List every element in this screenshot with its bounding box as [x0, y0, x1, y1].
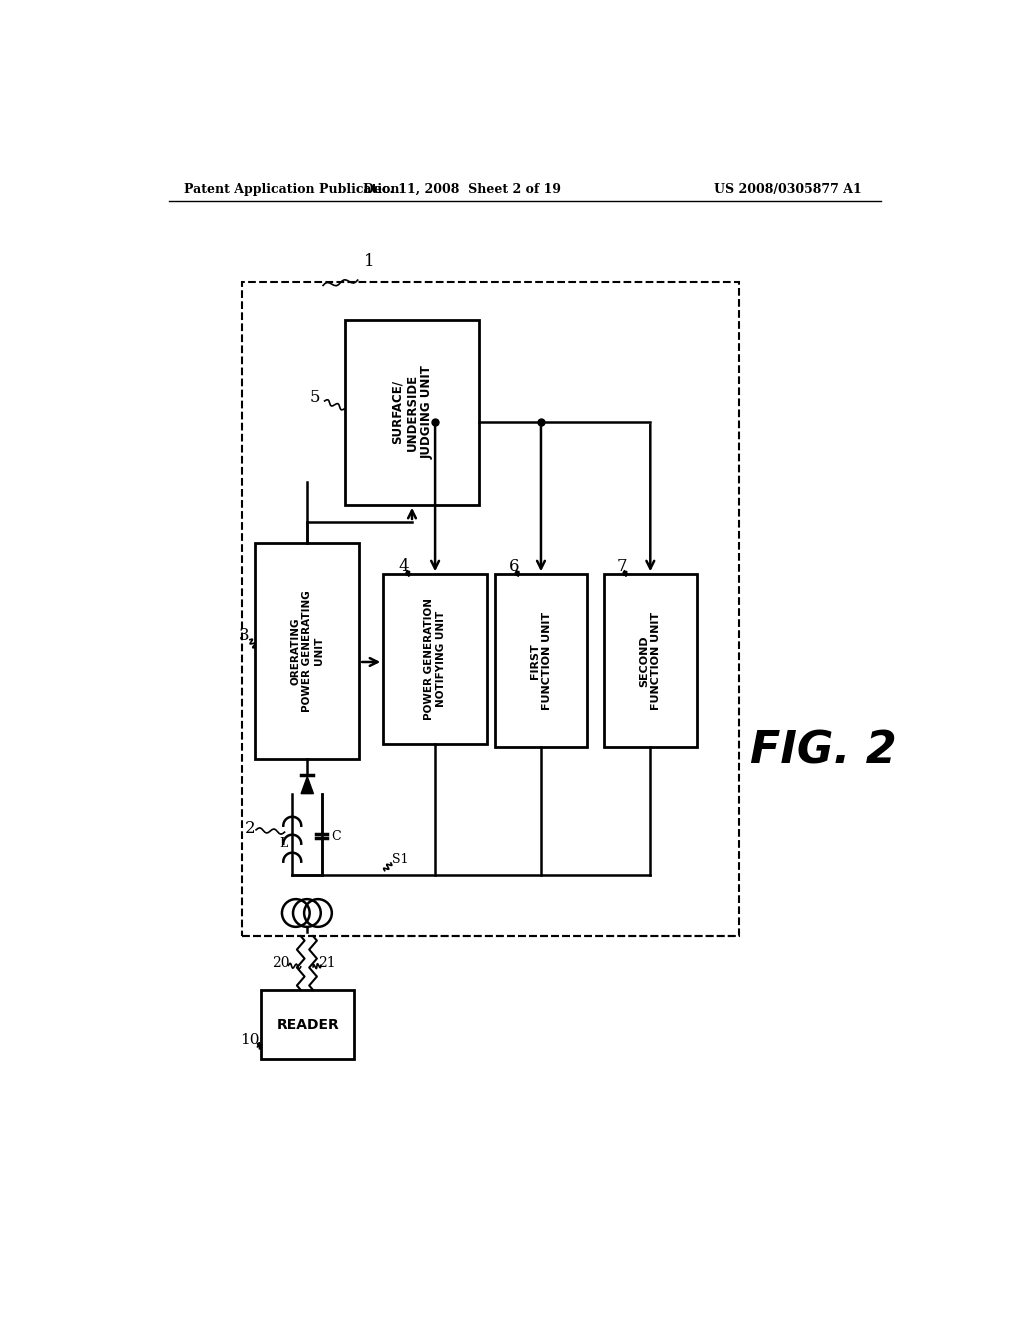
Text: READER: READER [276, 1018, 339, 1032]
Text: 3: 3 [240, 627, 250, 644]
Text: Dec. 11, 2008  Sheet 2 of 19: Dec. 11, 2008 Sheet 2 of 19 [362, 182, 561, 195]
Text: C: C [331, 829, 340, 842]
Text: L: L [279, 837, 287, 850]
Bar [345, 321, 479, 506]
Text: US 2008/0305877 A1: US 2008/0305877 A1 [715, 182, 862, 195]
Bar [255, 544, 359, 759]
Bar [604, 574, 696, 747]
Text: 5: 5 [310, 388, 321, 405]
Text: S1: S1 [392, 853, 409, 866]
Text: 6: 6 [509, 558, 519, 576]
Text: 20: 20 [272, 956, 290, 970]
Text: Patent Application Publication: Patent Application Publication [184, 182, 400, 195]
Bar [495, 574, 587, 747]
Text: FIG. 2: FIG. 2 [751, 730, 897, 772]
Polygon shape [301, 776, 313, 793]
Text: 1: 1 [364, 253, 375, 271]
Bar [243, 281, 739, 936]
Text: 21: 21 [318, 956, 336, 970]
Text: FIRST
FUNCTION UNIT: FIRST FUNCTION UNIT [530, 611, 552, 710]
Text: 4: 4 [398, 558, 410, 576]
Text: SURFACE/
UNDERSIDE
JUDGING UNIT: SURFACE/ UNDERSIDE JUDGING UNIT [390, 366, 433, 459]
Text: 2: 2 [245, 820, 255, 837]
Bar [383, 574, 487, 743]
Text: 10: 10 [241, 1034, 260, 1047]
Text: POWER GENERATION
NOTIFYING UNIT: POWER GENERATION NOTIFYING UNIT [424, 598, 445, 719]
Text: ORERATING
POWER GENERATING
UNIT: ORERATING POWER GENERATING UNIT [291, 590, 324, 711]
Text: SECOND
FUNCTION UNIT: SECOND FUNCTION UNIT [640, 611, 662, 710]
Bar [261, 990, 354, 1059]
Text: 7: 7 [616, 558, 627, 576]
